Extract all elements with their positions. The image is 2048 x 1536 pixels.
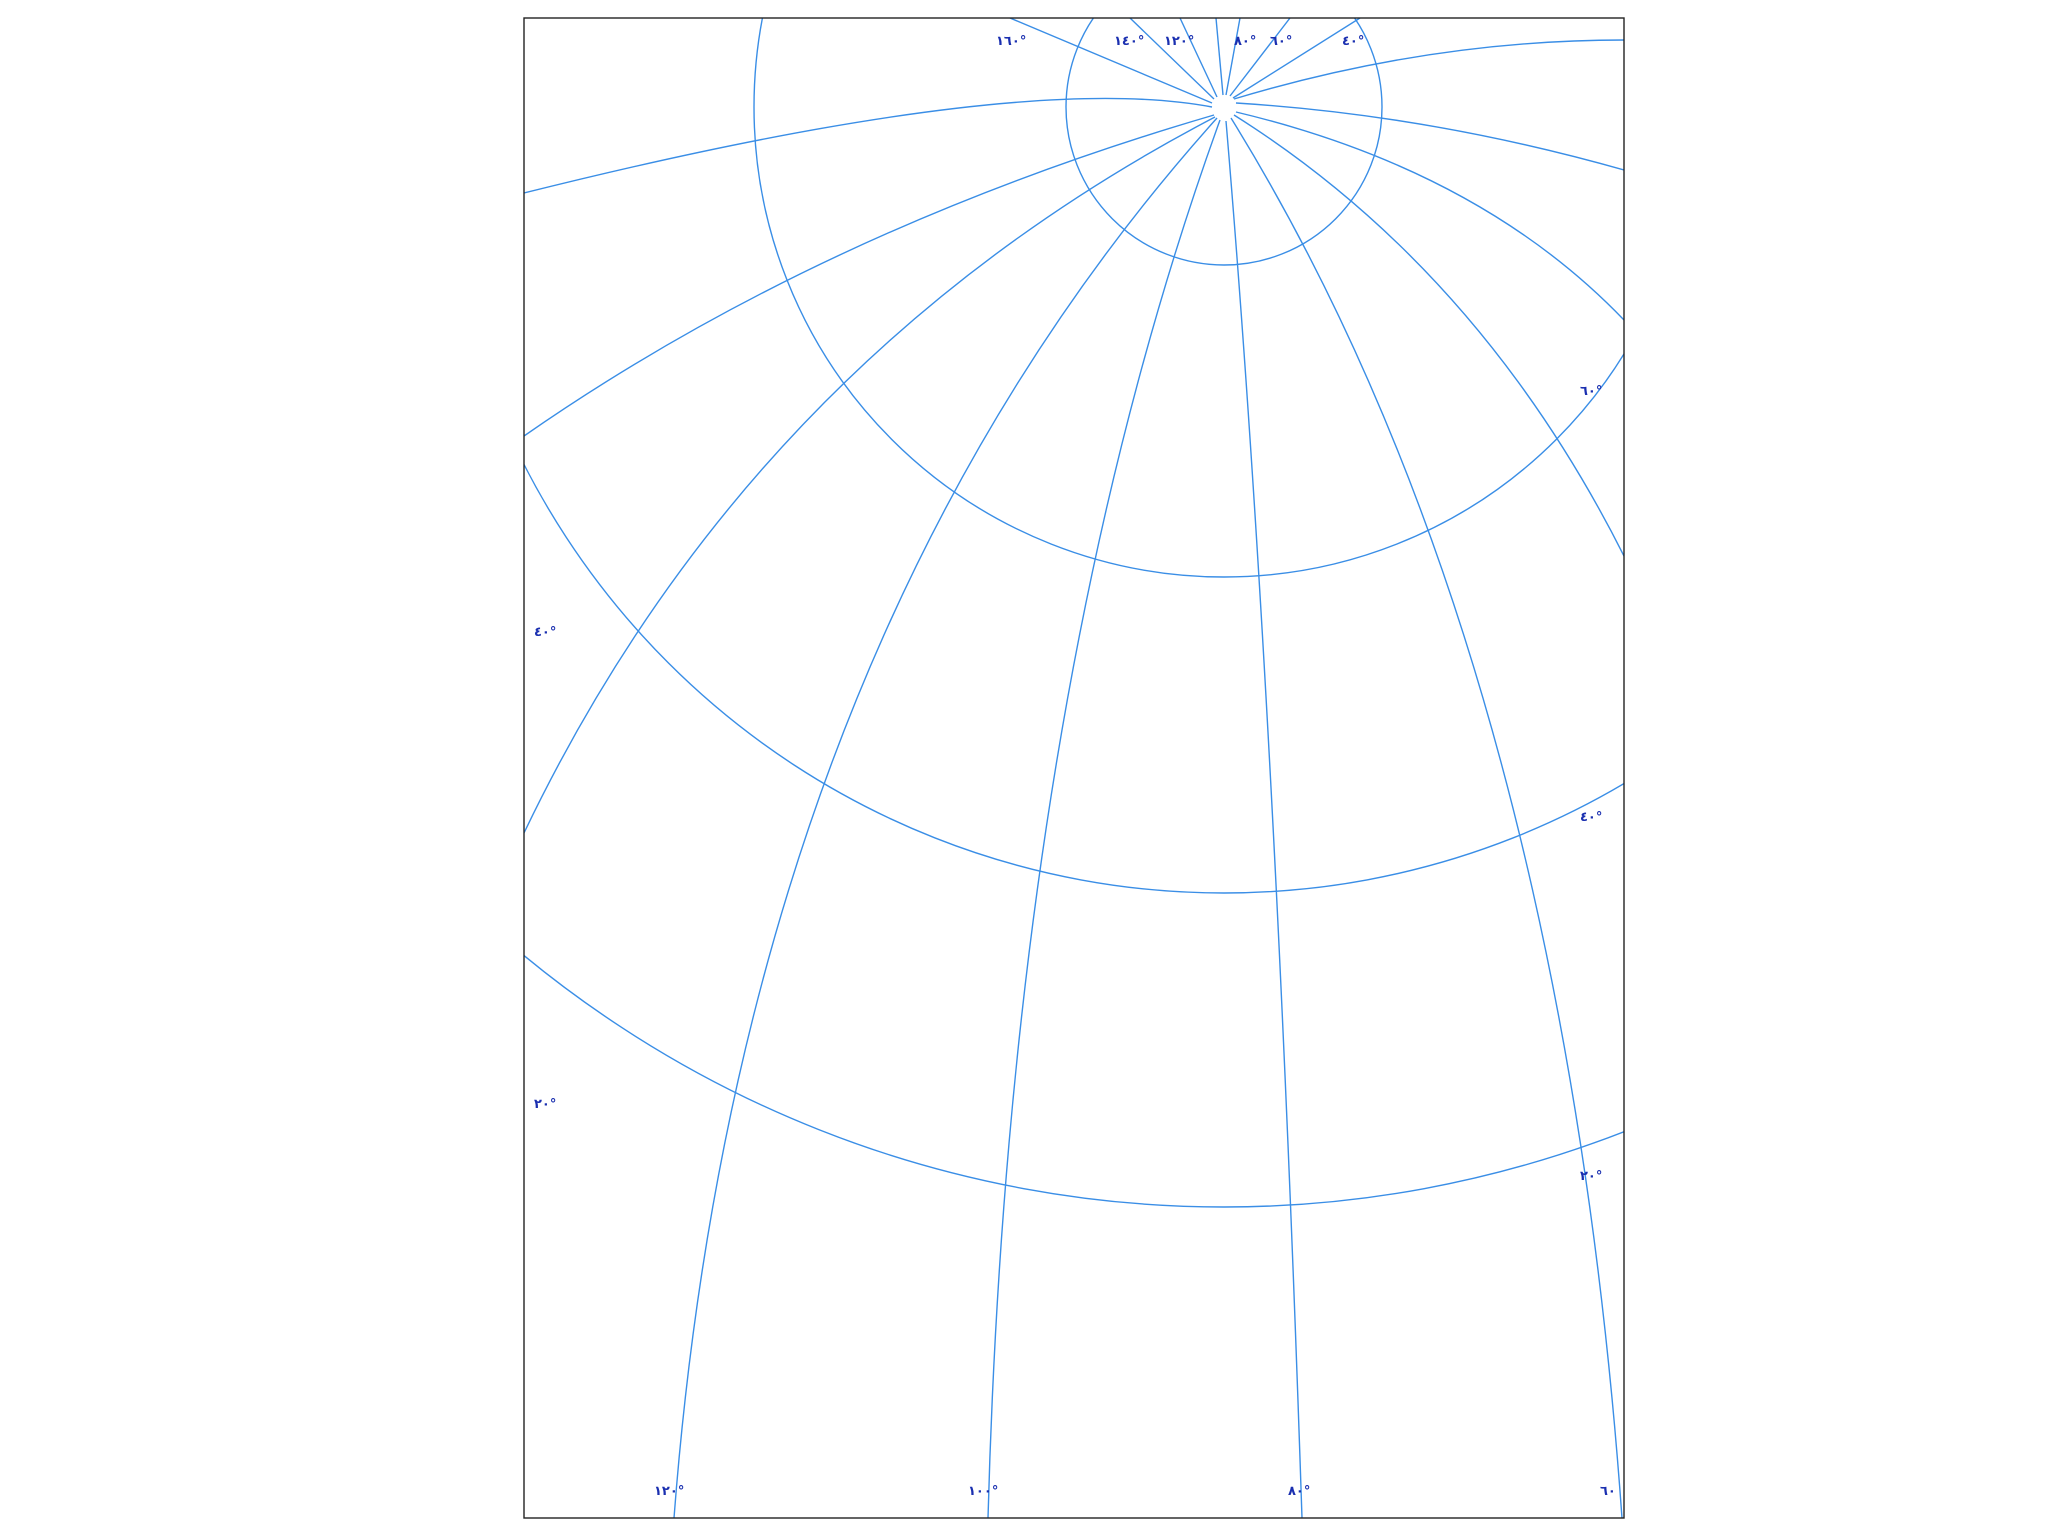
parallel-label-right: ٢٠°: [1580, 1169, 1602, 1184]
parallel-circle-60: [753, 18, 1624, 578]
meridian-line: [1009, 18, 1213, 104]
parallel-circle-20: [524, 954, 1624, 1208]
meridian-line: [1225, 18, 1241, 96]
meridian-line: [673, 117, 1218, 1518]
meridian-line: [524, 114, 1215, 437]
meridian-line: [1235, 111, 1624, 321]
meridian-line: [1235, 102, 1624, 171]
meridian-line: [1233, 39, 1624, 100]
meridian-line: [1215, 18, 1224, 96]
meridian-line: [1229, 18, 1291, 97]
parallel-circle-80: [1065, 18, 1383, 266]
meridian-label-bottom: ١٢٠°: [654, 1484, 684, 1499]
meridian-line: [1232, 18, 1361, 99]
meridian-line: [524, 97, 1213, 194]
parallel-label-right: ٦٠°: [1580, 384, 1602, 399]
meridian-line: [1129, 18, 1215, 100]
meridian-label-top: ١٦٠°: [996, 34, 1026, 49]
meridian-label-top: ٨٠°: [1234, 34, 1256, 49]
parallel-label-left: ٢٠°: [534, 1097, 556, 1112]
meridian-label-top: ٤٠°: [1342, 34, 1364, 49]
meridian-line: [987, 119, 1221, 1518]
parallel-label-right: ٤٠°: [1580, 810, 1602, 825]
meridian-line: [524, 116, 1216, 834]
meridian-label-bottom: ١٠٠°: [968, 1484, 998, 1499]
map-frame: [523, 17, 1625, 1519]
meridian-line: [1179, 18, 1218, 98]
parallel-circle-40: [524, 462, 1624, 894]
meridian-line: [1230, 117, 1623, 1518]
meridian-label-top: ١٤٠°: [1114, 34, 1144, 49]
meridian-label-bottom: ٦٠: [1600, 1484, 1616, 1499]
meridian-label-top: ٦٠°: [1270, 34, 1292, 49]
meridian-label-top: ١٢٠°: [1164, 34, 1194, 49]
parallel-label-left: ٤٠°: [534, 625, 556, 640]
graticule-lines: [524, 18, 1624, 1518]
meridian-line: [1233, 114, 1624, 557]
meridian-line: [1225, 120, 1303, 1518]
meridian-label-bottom: ٨٠°: [1288, 1484, 1310, 1499]
